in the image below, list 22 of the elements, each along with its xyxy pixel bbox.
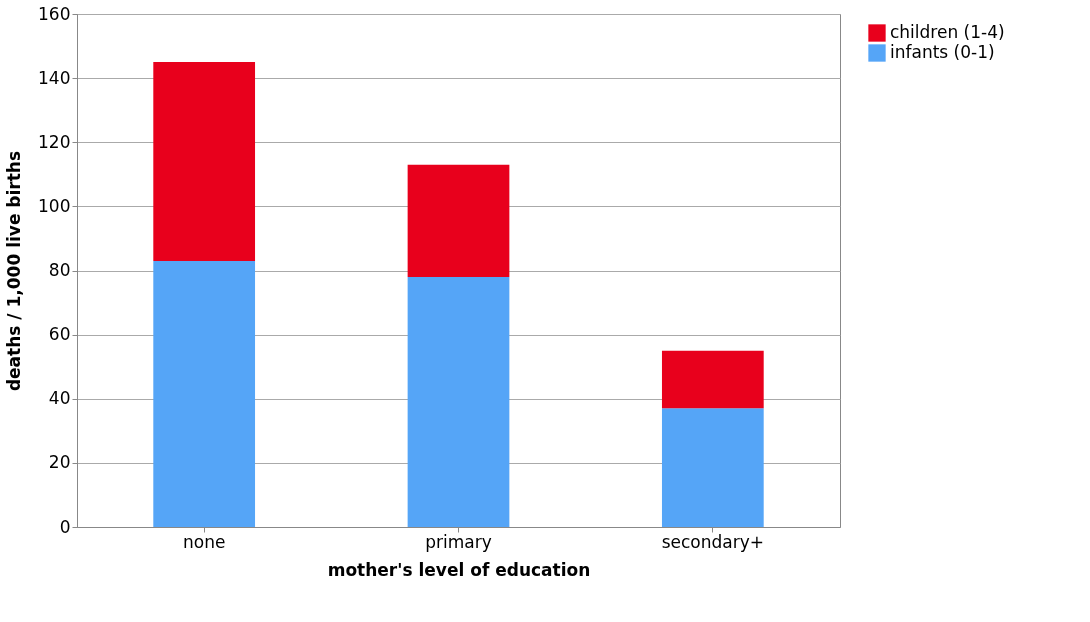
bar	[407, 276, 510, 527]
y-tick-label: 80	[48, 260, 71, 280]
bar	[661, 350, 764, 409]
legend-label: infants (0-1)	[890, 42, 995, 62]
y-tick-label: 0	[59, 516, 71, 537]
y-tick-label: 20	[48, 452, 71, 473]
legend-label: children (1-4)	[890, 22, 1005, 42]
bar	[407, 164, 510, 277]
y-tick-label: 140	[38, 67, 71, 88]
x-tick-label: none	[182, 531, 226, 552]
y-tick-label: 60	[48, 324, 71, 345]
y-tick-label: 40	[48, 388, 71, 409]
y-tick-label: 160	[38, 3, 71, 24]
x-tick-label: secondary+	[661, 531, 765, 552]
x-tick-label: primary	[425, 531, 492, 552]
bar	[153, 62, 256, 261]
y-tick-label: 120	[38, 131, 71, 152]
bar	[661, 408, 764, 527]
y-tick-label: 100	[38, 195, 71, 216]
x-axis-title: mother's level of education	[327, 559, 591, 580]
y-axis-title: deaths / 1,000 live births	[4, 150, 25, 392]
bar	[153, 260, 256, 527]
